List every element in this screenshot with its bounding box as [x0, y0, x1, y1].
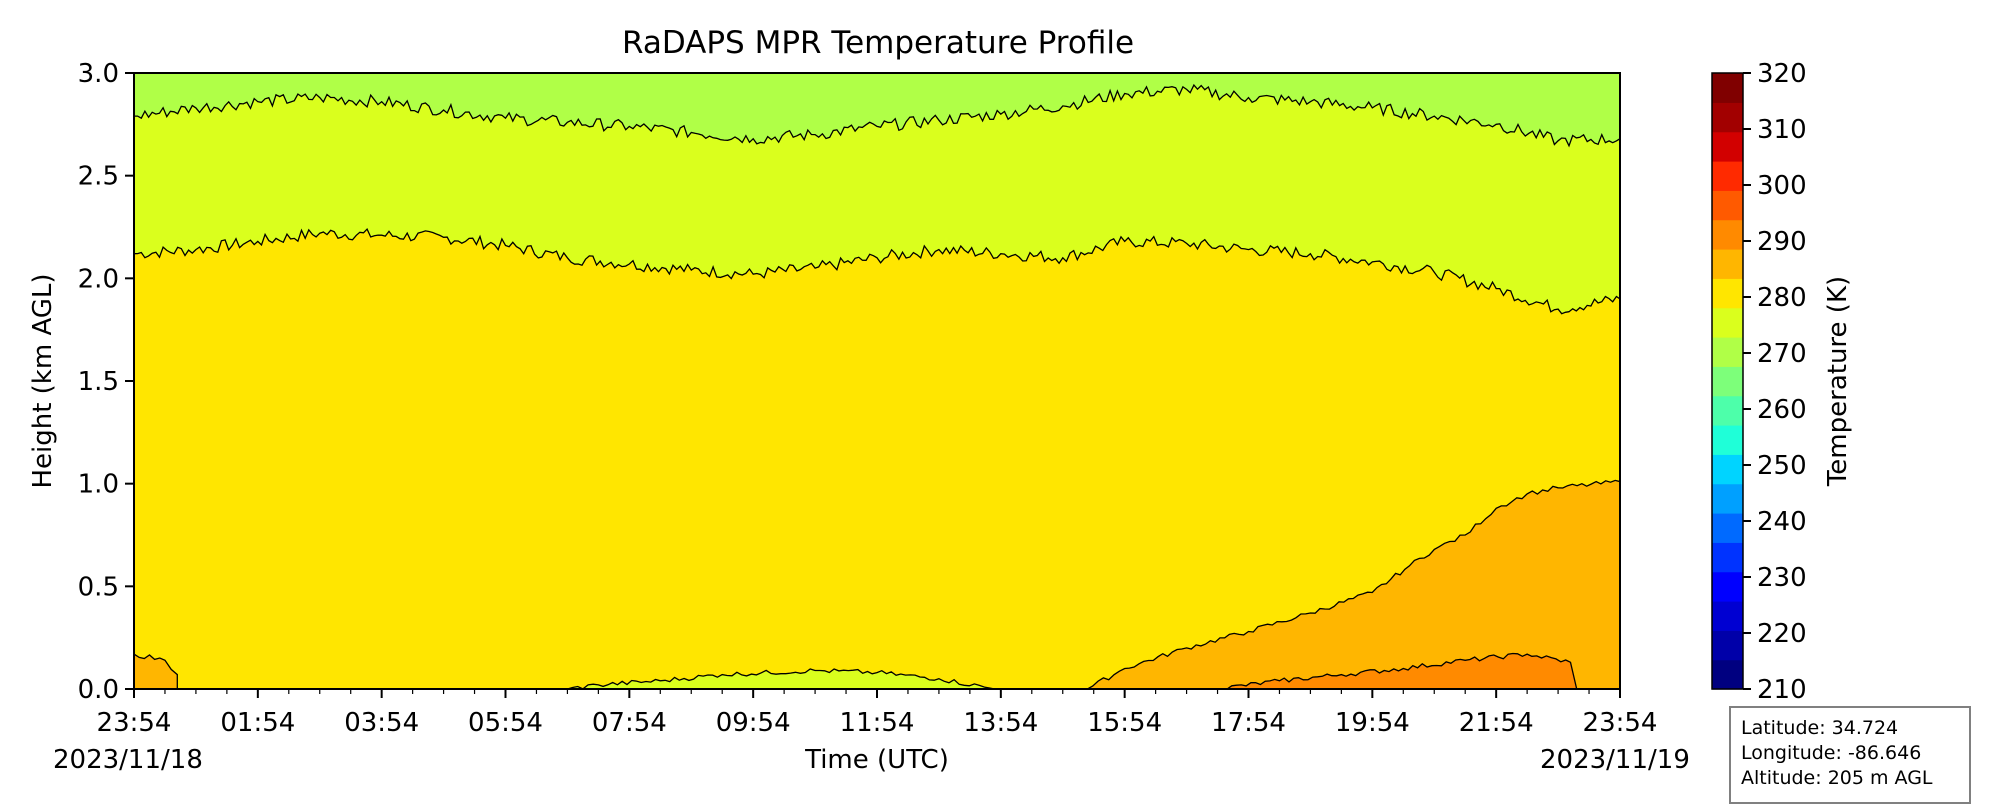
end-date-label: 2023/11/19: [1540, 745, 1690, 775]
colorbar-swatch: [1712, 483, 1743, 514]
altitude-text: Altitude: 205 m AGL: [1741, 767, 1933, 789]
colorbar-swatch: [1712, 601, 1743, 631]
colorbar-swatch: [1712, 542, 1743, 573]
colorbar-swatch: [1712, 161, 1743, 191]
colorbar-swatch: [1712, 571, 1743, 602]
colorbar-frame: [1711, 72, 1744, 690]
colorbar-tick-label: 250: [1757, 451, 1807, 481]
colorbar-tick-label: 300: [1757, 171, 1807, 201]
colorbar-label: Temperature (K): [1823, 276, 1853, 487]
colorbar-tick-label: 280: [1757, 283, 1807, 313]
colorbar-swatch: [1712, 131, 1743, 162]
x-tick-label: 17:54: [1211, 708, 1286, 738]
contour-line-280k-3: [134, 653, 178, 689]
station-info-box: Latitude: 34.724 Longitude: -86.646 Alti…: [1729, 706, 1971, 804]
x-tick-label: 13:54: [963, 708, 1038, 738]
colorbar-swatch: [1712, 219, 1743, 250]
colorbar-swatch: [1712, 102, 1743, 133]
contour-fill-280k-2: [1087, 480, 1620, 689]
contour-line-275k-5: [567, 668, 995, 689]
contour-fill-270k-1: [134, 73, 1620, 146]
y-tick-label: 2.5: [78, 162, 119, 192]
x-tick-label: 21:54: [1459, 708, 1534, 738]
x-tick-label: 05:54: [468, 708, 543, 738]
contour-fill-275k-0: [134, 73, 1620, 314]
y-tick-label: 2.0: [78, 264, 119, 294]
y-tick-label: 3.0: [78, 59, 119, 89]
colorbar-swatch: [1712, 425, 1743, 455]
colorbar-tick-label: 220: [1757, 619, 1807, 649]
contour-line-285k-4: [1217, 652, 1578, 689]
colorbar-swatch: [1712, 249, 1743, 279]
x-tick-label: 01:54: [220, 708, 295, 738]
y-axis: 0.0 0.5 1.0 1.5 2.0 2.5 3.0: [78, 59, 134, 705]
colorbar-swatch: [1712, 630, 1743, 661]
colorbar-tick-label: 290: [1757, 227, 1807, 257]
x-tick-label: 09:54: [716, 708, 791, 738]
colorbar-swatch: [1712, 513, 1743, 543]
colorbar-swatch: [1712, 366, 1743, 397]
x-tick-label: 15:54: [1087, 708, 1162, 738]
colorbar-tick-label: 270: [1757, 339, 1807, 369]
colorbar-tick-label: 240: [1757, 507, 1807, 537]
contour-line-275k-0: [134, 227, 1620, 315]
x-tick-label: 11:54: [840, 708, 915, 738]
y-tick-label: 0.5: [78, 572, 119, 602]
colorbar-tick-label: 310: [1757, 115, 1807, 145]
y-tick-label: 1.0: [78, 470, 119, 500]
colorbar-swatch: [1712, 337, 1743, 367]
colorbar-swatch: [1712, 190, 1743, 221]
chart-title: RaDAPS MPR Temperature Profile: [622, 25, 1134, 61]
y-tick-label: 0.0: [78, 675, 119, 705]
colorbar-swatch: [1712, 73, 1743, 103]
latitude-text: Latitude: 34.724: [1741, 717, 1899, 739]
colorbar-swatch: [1712, 307, 1743, 338]
colorbar-swatch: [1712, 395, 1743, 426]
x-tick-label: 23:54: [1583, 708, 1658, 738]
colorbar: 210 220 230 240 250 260 270 280 290 300 310 320: [1711, 59, 1807, 705]
x-tick-label: 19:54: [1335, 708, 1410, 738]
x-tick-label: 03:54: [344, 708, 419, 738]
y-tick-label: 1.5: [78, 367, 119, 397]
longitude-text: Longitude: -86.646: [1741, 742, 1922, 764]
colorbar-tick-label: 230: [1757, 563, 1807, 593]
contour-fill-275k-5: [567, 669, 995, 689]
x-tick-label: 07:54: [592, 708, 667, 738]
plot-area: [134, 73, 1620, 689]
x-axis: 23:54 01:54 03:54 05:54 07:54 09:54 11:54 13:54…: [97, 689, 1658, 738]
colorbar-tick-label: 320: [1757, 59, 1807, 89]
contour-line-270k-1: [134, 83, 1620, 148]
contour-line-280k-2: [1087, 479, 1620, 689]
colorbar-swatch: [1712, 278, 1743, 309]
y-axis-label: Height (km AGL): [28, 273, 58, 488]
x-tick-label: 23:54: [97, 708, 172, 738]
colorbar-swatch: [1712, 659, 1743, 690]
colorbar-swatch: [1712, 454, 1743, 485]
colorbar-tick-label: 210: [1757, 675, 1807, 705]
x-axis-label: Time (UTC): [804, 745, 949, 775]
colorbar-tick-label: 260: [1757, 395, 1807, 425]
start-date-label: 2023/11/18: [53, 745, 203, 775]
